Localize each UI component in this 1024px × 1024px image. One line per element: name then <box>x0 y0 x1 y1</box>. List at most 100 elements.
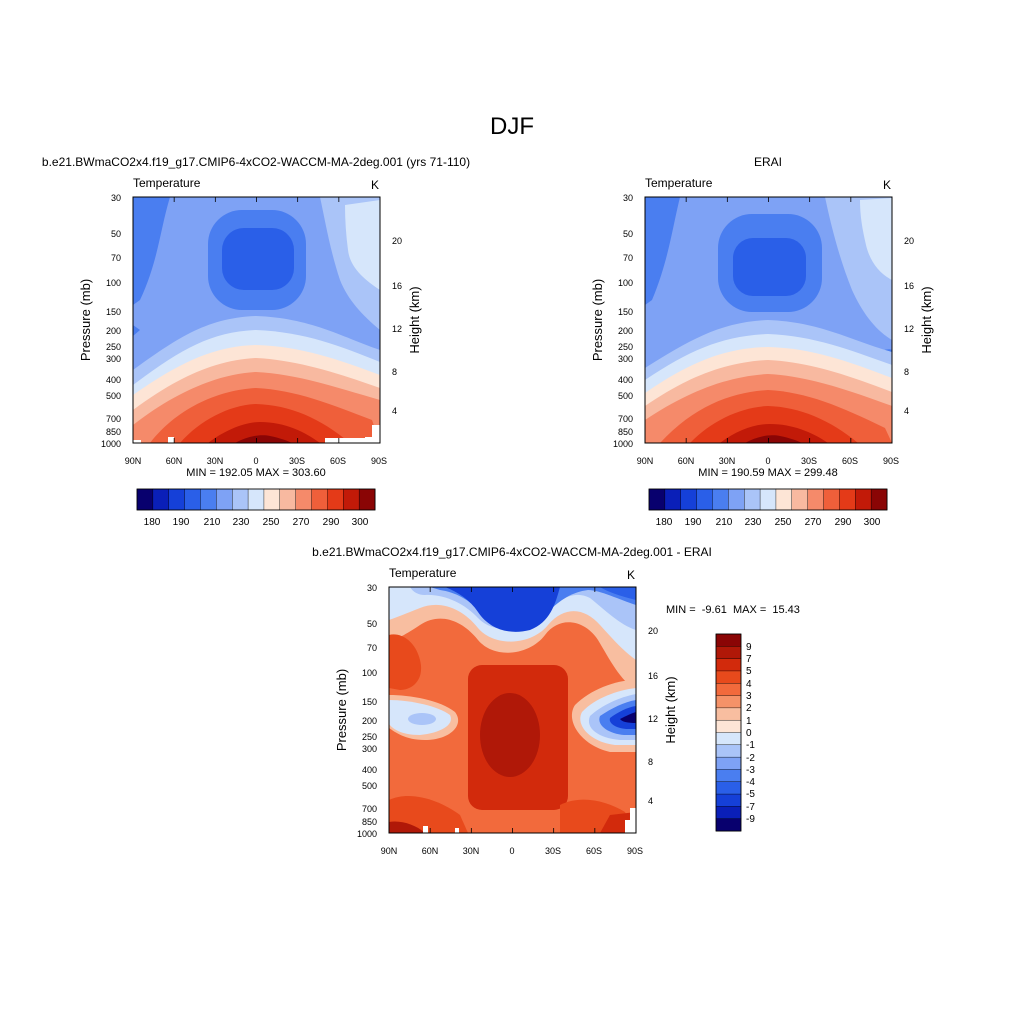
colorbar-label: 0 <box>746 728 752 739</box>
colorbar-label: 190 <box>685 517 702 528</box>
panel-difference-colorbar: 9 7 5 4 3 2 1 0 -1 -2 -3 -4 -5 -7 -9 <box>715 633 755 832</box>
colorbar-label: -9 <box>746 814 755 825</box>
colorbar-cell <box>715 818 742 832</box>
y-tick-label: 50 <box>367 619 377 629</box>
colorbar-cell <box>715 806 742 820</box>
y-tick-label: 30 <box>367 583 377 593</box>
x-tick-label: 90S <box>627 846 643 856</box>
panel-model-units: K <box>371 178 379 192</box>
colorbar-cell <box>168 488 186 511</box>
panel-model-colorbar: 180 190 210 230 250 270 290 300 <box>136 488 376 528</box>
colorbar-label: 210 <box>716 517 733 528</box>
y-right-tick-label: 12 <box>904 324 914 334</box>
panel-obs-ylabel: Pressure (mb) <box>590 279 605 361</box>
y-tick-label: 100 <box>106 278 121 288</box>
colorbar-cell <box>715 756 742 770</box>
x-tick-label: 90S <box>371 456 387 466</box>
colorbar-label: 9 <box>746 642 752 653</box>
colorbar-cell <box>823 488 840 511</box>
y-tick-label: 200 <box>106 326 121 336</box>
y-tick-label: 500 <box>362 781 377 791</box>
panel-tick-marks <box>132 197 381 443</box>
colorbar-cell <box>715 633 742 647</box>
colorbar-cell <box>715 670 742 684</box>
x-tick-label: 60S <box>842 456 858 466</box>
panel-obs-field <box>645 197 892 443</box>
y-tick-label: 700 <box>618 414 633 424</box>
y-tick-label: 1000 <box>357 829 377 839</box>
colorbar-label: 230 <box>745 517 762 528</box>
y-right-tick-label: 20 <box>904 236 914 246</box>
colorbar-cell <box>855 488 872 511</box>
y-tick-label: 500 <box>106 391 121 401</box>
panel-obs-colorbar-frame <box>648 488 888 511</box>
colorbar-cell <box>152 488 170 511</box>
colorbar-cell <box>696 488 713 511</box>
colorbar-label: 5 <box>746 666 752 677</box>
panel-difference-ylabel: Pressure (mb) <box>334 669 349 751</box>
panel-tick-marks <box>644 197 893 443</box>
y-tick-label: 250 <box>362 732 377 742</box>
colorbar-cell <box>775 488 793 511</box>
y-tick-label: 400 <box>362 765 377 775</box>
panel-obs-units: K <box>883 178 891 192</box>
panel-obs-ylabel-right: Height (km) <box>919 286 934 353</box>
y-tick-label: 100 <box>618 278 633 288</box>
panel-obs-title: ERAI <box>754 155 782 169</box>
colorbar-cell <box>807 488 825 511</box>
y-tick-label: 100 <box>362 668 377 678</box>
colorbar-cell <box>200 488 217 511</box>
x-tick-label: 90N <box>125 456 142 466</box>
x-tick-label: 60N <box>678 456 695 466</box>
panel-model-ylabel: Pressure (mb) <box>78 279 93 361</box>
colorbar-cell <box>791 488 809 511</box>
y-tick-label: 850 <box>106 427 121 437</box>
colorbar-label: -7 <box>746 802 755 813</box>
colorbar-label: 190 <box>173 517 190 528</box>
x-tick-label: 0 <box>253 456 258 466</box>
x-tick-label: 90S <box>883 456 899 466</box>
y-right-tick-label: 16 <box>648 671 658 681</box>
colorbar-cell <box>715 707 742 721</box>
colorbar-cell <box>311 488 328 511</box>
colorbar-cell <box>839 488 856 511</box>
panel-obs-y-right-tick-labels: 20 16 12 8 4 <box>904 236 914 416</box>
y-right-tick-label: 16 <box>392 281 402 291</box>
colorbar-label: 250 <box>775 517 792 528</box>
colorbar-label: 290 <box>323 517 340 528</box>
panel-model-y-tick-labels: 30 50 70 100 150 200 250 300 400 500 700… <box>101 193 121 449</box>
panel-model-ylabel-right: Height (km) <box>407 286 422 353</box>
x-tick-label: 0 <box>509 846 514 856</box>
x-tick-label: 0 <box>765 456 770 466</box>
panel-difference-colorbar-labels: 9 7 5 4 3 2 1 0 -1 -2 -3 -4 -5 -7 -9 <box>746 642 755 825</box>
x-tick-label: 90N <box>381 846 398 856</box>
panel-obs-stats: MIN = 190.59 MAX = 299.48 <box>698 467 837 479</box>
y-tick-label: 150 <box>106 307 121 317</box>
colorbar-cell <box>648 488 666 511</box>
colorbar-label: 4 <box>746 679 752 690</box>
panel-obs-colorbar: 180 190 210 230 250 270 290 300 <box>648 488 888 528</box>
colorbar-label: 3 <box>746 691 752 702</box>
y-right-tick-label: 12 <box>392 324 402 334</box>
colorbar-cell <box>247 488 265 511</box>
colorbar-cell <box>715 744 742 758</box>
panel-difference-colorbar-frame <box>715 633 742 832</box>
x-tick-label: 30N <box>463 846 480 856</box>
colorbar-label: -1 <box>746 740 755 751</box>
y-tick-label: 1000 <box>101 439 121 449</box>
colorbar-label: 180 <box>144 517 161 528</box>
y-right-tick-label: 4 <box>904 406 909 416</box>
y-right-tick-label: 20 <box>392 236 402 246</box>
y-right-tick-label: 8 <box>392 367 397 377</box>
panel-difference-left-label: Temperature <box>389 566 457 580</box>
panel-model-colorbar-frame <box>136 488 376 511</box>
colorbar-cell <box>216 488 233 511</box>
colorbar-label: 7 <box>746 654 752 665</box>
panel-model: b.e21.BWmaCO2x4.f19_g17.CMIP6-4xCO2-WACC… <box>42 155 470 528</box>
colorbar-label: 180 <box>656 517 673 528</box>
x-tick-label: 30S <box>801 456 817 466</box>
colorbar-label: -5 <box>746 789 755 800</box>
colorbar-cell <box>715 732 742 746</box>
panel-model-colorbar-cells <box>136 488 376 511</box>
